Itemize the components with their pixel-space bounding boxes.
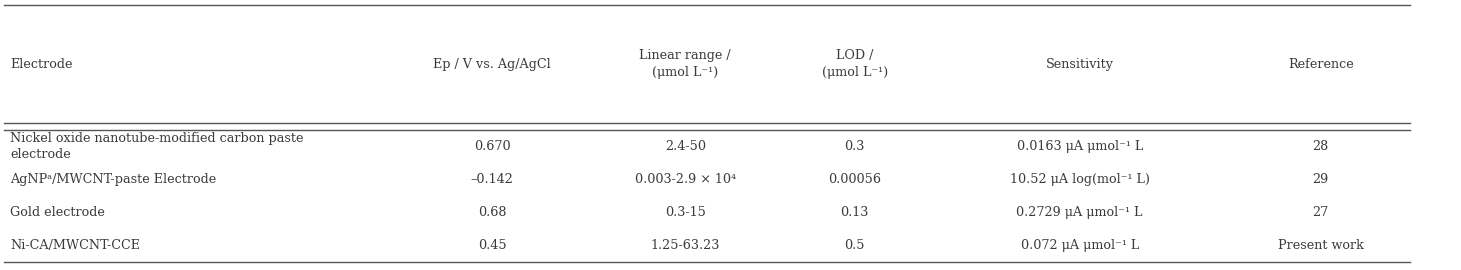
Text: 0.68: 0.68 xyxy=(478,206,507,219)
Text: 0.670: 0.670 xyxy=(473,140,511,153)
Text: 28: 28 xyxy=(1312,140,1330,153)
Text: 0.45: 0.45 xyxy=(478,239,507,252)
Text: LOD /
(μmol L⁻¹): LOD / (μmol L⁻¹) xyxy=(821,49,888,79)
Text: 0.0163 μA μmol⁻¹ L: 0.0163 μA μmol⁻¹ L xyxy=(1017,140,1143,153)
Text: 0.3: 0.3 xyxy=(844,140,865,153)
Text: Present work: Present work xyxy=(1278,239,1363,252)
Text: –0.142: –0.142 xyxy=(470,173,514,186)
Text: 10.52 μA log(mol⁻¹ L): 10.52 μA log(mol⁻¹ L) xyxy=(1010,173,1150,186)
Text: AgNPᵃ/MWCNT-paste Electrode: AgNPᵃ/MWCNT-paste Electrode xyxy=(10,173,216,186)
Text: 0.3-15: 0.3-15 xyxy=(665,206,706,219)
Text: Linear range /
(μmol L⁻¹): Linear range / (μmol L⁻¹) xyxy=(640,49,730,79)
Text: Reference: Reference xyxy=(1287,58,1354,71)
Text: 0.00056: 0.00056 xyxy=(828,173,881,186)
Text: Ni-CA/MWCNT-CCE: Ni-CA/MWCNT-CCE xyxy=(10,239,140,252)
Text: 0.13: 0.13 xyxy=(840,206,869,219)
Text: 2.4-50: 2.4-50 xyxy=(665,140,706,153)
Text: 29: 29 xyxy=(1312,173,1330,186)
Text: Sensitivity: Sensitivity xyxy=(1046,58,1113,71)
Text: Nickel oxide nanotube-modified carbon paste
electrode: Nickel oxide nanotube-modified carbon pa… xyxy=(10,132,304,161)
Text: Electrode: Electrode xyxy=(10,58,73,71)
Text: 0.5: 0.5 xyxy=(844,239,865,252)
Text: 1.25-63.23: 1.25-63.23 xyxy=(650,239,720,252)
Text: 0.003-2.9 × 10⁴: 0.003-2.9 × 10⁴ xyxy=(634,173,736,186)
Text: Gold electrode: Gold electrode xyxy=(10,206,105,219)
Text: 0.072 μA μmol⁻¹ L: 0.072 μA μmol⁻¹ L xyxy=(1021,239,1138,252)
Text: 0.2729 μA μmol⁻¹ L: 0.2729 μA μmol⁻¹ L xyxy=(1017,206,1143,219)
Text: 27: 27 xyxy=(1312,206,1330,219)
Text: Ep / V vs. Ag/AgCl: Ep / V vs. Ag/AgCl xyxy=(434,58,551,71)
